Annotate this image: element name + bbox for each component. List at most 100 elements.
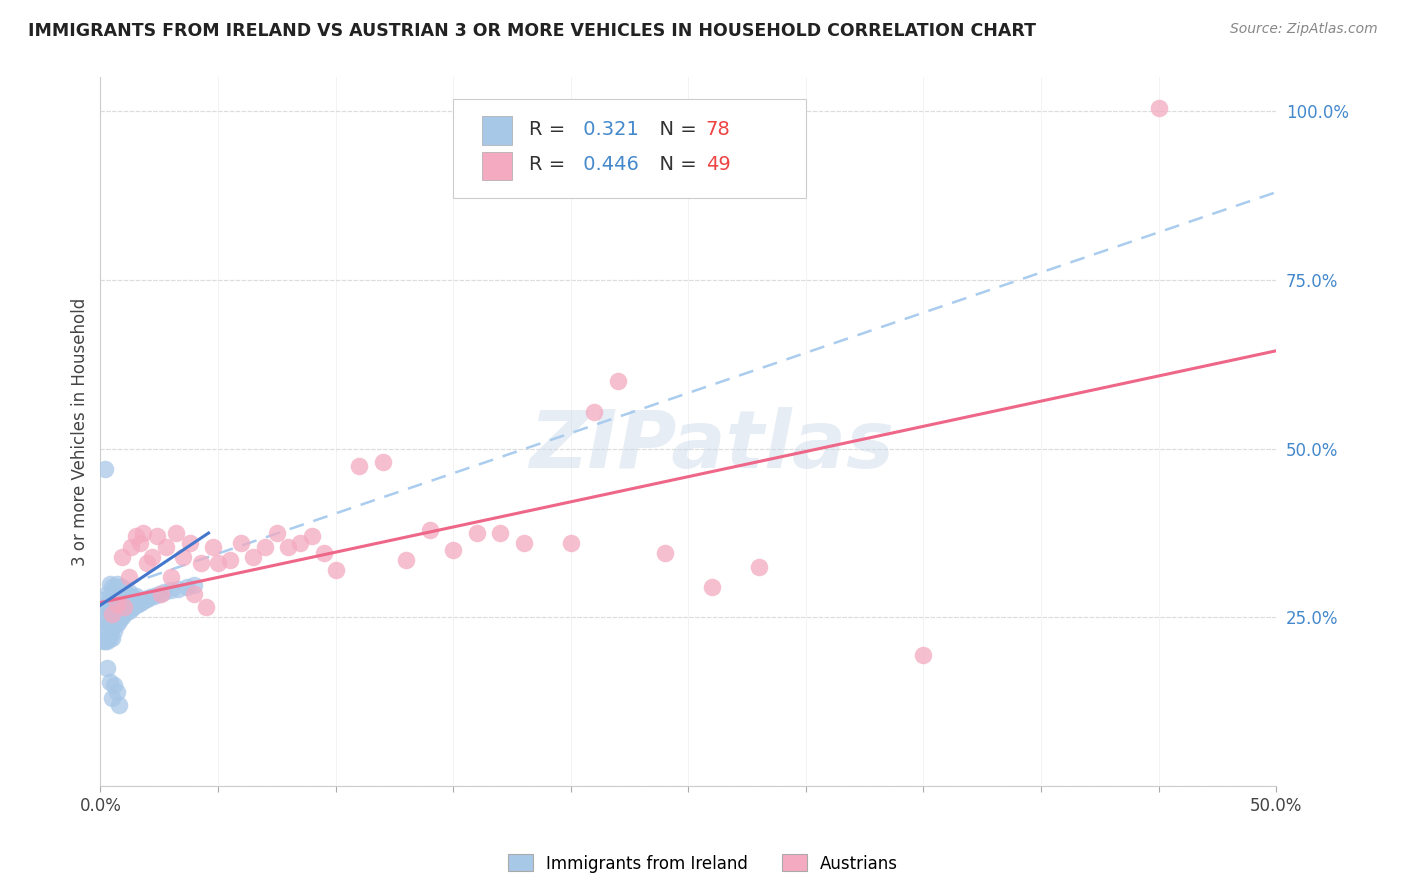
Point	[101, 607, 124, 621]
Point	[108, 600, 131, 615]
Point	[138, 590, 160, 604]
Point	[112, 607, 135, 621]
Point	[419, 523, 441, 537]
Point	[105, 597, 128, 611]
Point	[131, 526, 153, 541]
Point	[195, 600, 218, 615]
FancyBboxPatch shape	[482, 117, 512, 145]
Point	[150, 587, 173, 601]
Point	[117, 584, 139, 599]
Point	[124, 589, 146, 603]
Point	[179, 536, 201, 550]
Point	[105, 587, 128, 601]
FancyBboxPatch shape	[482, 152, 512, 180]
Point	[183, 587, 205, 601]
Point	[98, 590, 121, 604]
Text: R =: R =	[530, 155, 572, 174]
Point	[465, 526, 488, 541]
Point	[148, 587, 170, 601]
Point	[98, 604, 121, 618]
FancyBboxPatch shape	[453, 99, 806, 198]
Point	[110, 580, 132, 594]
Point	[176, 580, 198, 594]
Point	[277, 540, 299, 554]
Point	[110, 589, 132, 603]
Point	[96, 624, 118, 638]
Point	[103, 678, 125, 692]
Text: 0.321: 0.321	[576, 120, 638, 138]
Point	[160, 583, 183, 598]
Point	[183, 578, 205, 592]
Point	[583, 404, 606, 418]
Point	[96, 634, 118, 648]
Point	[141, 549, 163, 564]
Point	[98, 631, 121, 645]
Point	[117, 593, 139, 607]
Point	[103, 614, 125, 628]
Point	[242, 549, 264, 564]
Point	[101, 580, 124, 594]
Point	[1147, 101, 1170, 115]
Point	[115, 596, 138, 610]
Point	[172, 549, 194, 564]
Point	[700, 580, 723, 594]
Point	[231, 536, 253, 550]
Point	[560, 536, 582, 550]
Point	[301, 529, 323, 543]
Point	[124, 529, 146, 543]
Point	[129, 596, 152, 610]
Point	[115, 605, 138, 619]
Point	[127, 597, 149, 611]
Point	[129, 536, 152, 550]
Point	[120, 540, 142, 554]
Point	[395, 553, 418, 567]
Point	[117, 570, 139, 584]
Point	[155, 540, 177, 554]
Point	[110, 549, 132, 564]
Point	[96, 597, 118, 611]
Point	[108, 607, 131, 621]
Point	[110, 610, 132, 624]
Text: ZIPatlas: ZIPatlas	[529, 407, 894, 485]
Point	[190, 557, 212, 571]
Text: 0.446: 0.446	[576, 155, 638, 174]
Point	[202, 540, 225, 554]
Point	[98, 617, 121, 632]
Point	[165, 526, 187, 541]
Point	[101, 610, 124, 624]
Point	[153, 584, 176, 599]
Text: 49: 49	[706, 155, 731, 174]
Point	[101, 631, 124, 645]
Point	[108, 698, 131, 713]
Point	[94, 462, 117, 476]
Point	[266, 526, 288, 541]
Point	[96, 661, 118, 675]
Point	[207, 557, 229, 571]
Point	[441, 542, 464, 557]
Point	[96, 587, 118, 601]
Text: R =: R =	[530, 120, 572, 138]
Text: N =: N =	[647, 155, 703, 174]
Point	[112, 583, 135, 598]
Text: IMMIGRANTS FROM IRELAND VS AUSTRIAN 3 OR MORE VEHICLES IN HOUSEHOLD CORRELATION : IMMIGRANTS FROM IRELAND VS AUSTRIAN 3 OR…	[28, 22, 1036, 40]
Point	[101, 621, 124, 635]
Point	[120, 602, 142, 616]
Point	[103, 583, 125, 598]
Point	[122, 600, 145, 615]
Legend: Immigrants from Ireland, Austrians: Immigrants from Ireland, Austrians	[502, 847, 904, 880]
Point	[112, 591, 135, 606]
Point	[105, 600, 128, 615]
Point	[94, 600, 117, 615]
Point	[325, 563, 347, 577]
Point	[105, 593, 128, 607]
Point	[120, 591, 142, 606]
Point	[103, 604, 125, 618]
Point	[654, 546, 676, 560]
Point	[167, 582, 190, 596]
Point	[108, 590, 131, 604]
Point	[117, 604, 139, 618]
Point	[105, 617, 128, 632]
Point	[108, 580, 131, 594]
Point	[134, 592, 156, 607]
Point	[101, 691, 124, 706]
